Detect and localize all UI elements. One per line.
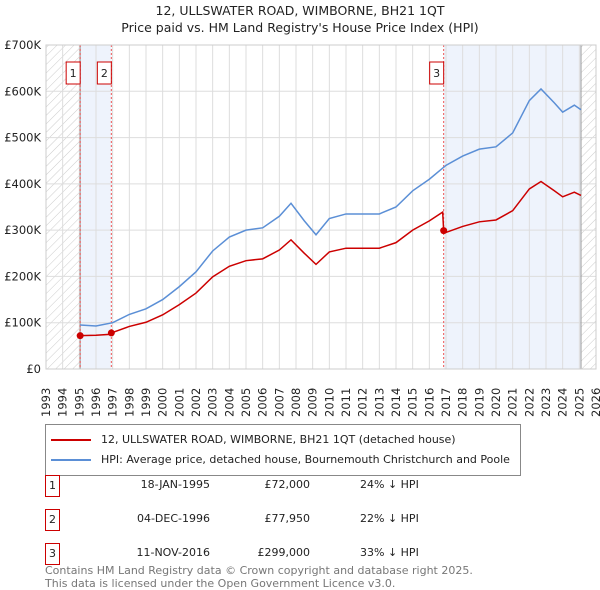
x-tick-label: 2016	[422, 388, 436, 417]
sale-point	[76, 332, 84, 340]
x-tick-label: 2025	[572, 388, 586, 417]
y-tick-label: £0	[26, 362, 41, 376]
sale-point	[440, 227, 448, 235]
chart-title: 12, ULLSWATER ROAD, WIMBORNE, BH21 1QT	[155, 3, 445, 18]
hatched-region	[581, 45, 596, 369]
y-tick-label: £200K	[4, 269, 41, 283]
sale-point	[107, 329, 115, 337]
x-tick-label: 2024	[556, 388, 570, 417]
plot-border	[45, 44, 597, 370]
sale-marker-label: 1	[70, 67, 77, 80]
x-tick-label: 1993	[39, 388, 53, 417]
x-tick-label: 2014	[389, 388, 403, 417]
y-tick-label: £300K	[4, 223, 41, 237]
y-tick-label: £500K	[4, 131, 41, 145]
y-tick-label: £600K	[4, 84, 41, 98]
chart-subtitle: Price paid vs. HM Land Registry's House …	[121, 20, 479, 35]
legend-label: HPI: Average price, detached house, Bour…	[101, 453, 510, 466]
x-tick-label: 2019	[472, 388, 486, 417]
x-tick-label: 2013	[372, 388, 386, 417]
transaction-row: 2 04-DEC-1996 £77,950 22% ↓ HPI	[45, 509, 545, 531]
price-paid-line	[80, 180, 582, 337]
x-tick-label: 2005	[239, 388, 253, 417]
x-tick-label: 2011	[339, 388, 353, 417]
x-tick-label: 2012	[356, 388, 370, 417]
y-tick-label: £700K	[4, 38, 41, 52]
price-chart: 1993 1994 1995 1996 1997 1998 1999 2000 2001 2002…	[4, 38, 600, 417]
x-tick-label: 2020	[489, 388, 503, 417]
x-tick-label: 2008	[289, 388, 303, 417]
marker-badge: 2	[45, 509, 60, 531]
x-tick-label: 1994	[56, 388, 70, 417]
x-tick-label: 2022	[522, 388, 536, 417]
x-tick-label: 2007	[272, 388, 286, 417]
date: 04-DEC-1996	[136, 512, 210, 525]
footer-licence: This data is licensed under the Open Gov…	[45, 577, 396, 590]
price: £299,000	[257, 546, 311, 559]
marker-badge: 1	[45, 475, 60, 497]
x-tick-label: 2021	[506, 388, 520, 417]
date: 18-JAN-1995	[140, 478, 210, 491]
legend: 12, ULLSWATER ROAD, WIMBORNE, BH21 1QT (…	[45, 424, 521, 476]
sale-marker-box	[429, 61, 445, 85]
x-tick-label: 2009	[306, 388, 320, 417]
sale-marker-box	[96, 61, 112, 85]
legend-label: 12, ULLSWATER ROAD, WIMBORNE, BH21 1QT (…	[101, 433, 456, 446]
footer-copyright: Contains HM Land Registry data © Crown c…	[45, 564, 473, 577]
x-tick-label: 1996	[89, 388, 103, 417]
hpi-line	[80, 87, 582, 327]
y-tick-label: £100K	[4, 316, 41, 330]
sale-marker-label: 3	[433, 67, 440, 80]
hpi-diff: 22% ↓ HPI	[360, 512, 419, 525]
transaction-row: 1 18-JAN-1995 £72,000 24% ↓ HPI	[45, 475, 545, 497]
hpi-diff: 33% ↓ HPI	[360, 546, 419, 559]
x-tick-label: 2026	[589, 388, 600, 417]
x-tick-label: 1998	[122, 388, 136, 417]
y-tick-label: £400K	[4, 177, 41, 191]
marker-badge: 3	[45, 543, 60, 565]
x-tick-label: 2015	[406, 388, 420, 417]
x-tick-label: 1995	[72, 388, 86, 417]
price: £77,950	[264, 512, 311, 525]
sale-marker-label: 2	[101, 67, 108, 80]
legend-swatch-blue	[51, 459, 91, 461]
legend-item-property: 12, ULLSWATER ROAD, WIMBORNE, BH21 1QT (…	[51, 432, 510, 448]
x-tick-label: 2018	[456, 388, 470, 417]
legend-item-hpi: HPI: Average price, detached house, Bour…	[51, 452, 510, 468]
sale-marker-box	[65, 61, 81, 85]
date: 11-NOV-2016	[136, 546, 210, 559]
legend-swatch-red	[51, 439, 91, 441]
x-tick-label: 2003	[206, 388, 220, 417]
x-tick-label: 2006	[256, 388, 270, 417]
x-tick-label: 2017	[439, 388, 453, 417]
x-tick-label: 2023	[539, 388, 553, 417]
x-tick-label: 1997	[106, 388, 120, 417]
x-tick-label: 2004	[222, 388, 236, 417]
transaction-row: 3 11-NOV-2016 £299,000 33% ↓ HPI	[45, 543, 545, 565]
x-tick-label: 2000	[156, 388, 170, 417]
hpi-diff: 24% ↓ HPI	[360, 478, 419, 491]
x-tick-label: 2010	[322, 388, 336, 417]
x-tick-label: 2002	[189, 388, 203, 417]
x-tick-label: 2001	[172, 388, 186, 417]
price: £72,000	[264, 478, 311, 491]
x-tick-label: 1999	[139, 388, 153, 417]
